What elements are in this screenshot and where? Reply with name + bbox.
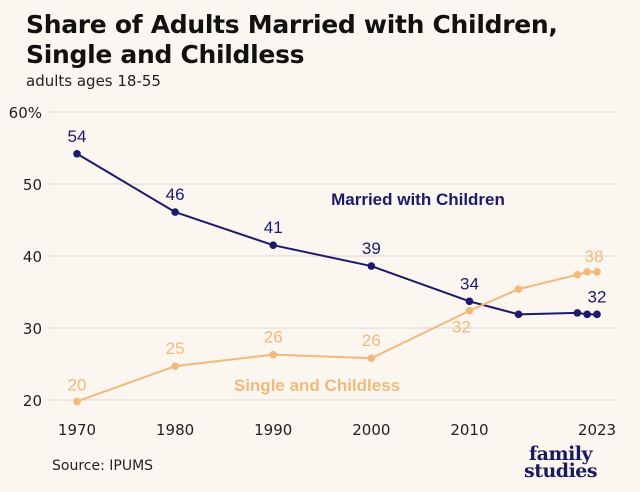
x-tick-label: 2023 <box>578 421 616 439</box>
single-childless-point <box>573 270 582 279</box>
source-note: Source: IPUMS <box>52 458 154 474</box>
x-tick-label: 2010 <box>450 421 488 439</box>
married-with-children-point <box>269 241 278 249</box>
gridlines <box>50 111 616 401</box>
y-tick-label: 40 <box>23 248 42 266</box>
logo-line-2: studies <box>524 460 598 482</box>
single-childless-data-label: 20 <box>68 375 87 394</box>
single-childless-data-label: 38 <box>585 247 604 266</box>
married-with-children-point <box>171 208 179 216</box>
married-with-children-point <box>465 297 474 306</box>
family-studies-logo: family studies <box>524 443 598 482</box>
data-labels: 54 46 41 39 34 32 20 25 26 26 32 38 <box>68 127 607 395</box>
single-childless-point <box>73 397 81 406</box>
married-with-children-data-label: 32 <box>588 287 607 306</box>
x-tick-label: 1990 <box>254 421 292 439</box>
y-tick-label: 50 <box>23 176 42 194</box>
single-childless-point <box>269 350 278 359</box>
y-tick-label: 60% <box>9 104 42 122</box>
x-tick-label: 2000 <box>352 421 390 439</box>
y-tick-label: 30 <box>23 320 42 338</box>
chart-subtitle: adults ages 18-55 <box>26 72 161 90</box>
single-childless-point <box>367 354 376 363</box>
single-childless-data-label: 26 <box>264 328 283 347</box>
married-with-children-point <box>573 309 582 317</box>
series-points <box>73 149 601 406</box>
married-with-children-point <box>593 310 601 319</box>
married-with-children-point <box>583 310 591 319</box>
married-with-children-point <box>73 149 81 158</box>
logo-line-1: family <box>529 443 593 465</box>
married-with-children-data-label: 34 <box>460 274 479 293</box>
series-labels: Married with Children Single and Childles… <box>234 190 505 395</box>
x-tick-label: 1980 <box>156 421 194 439</box>
married-with-children-data-label: 46 <box>166 185 185 204</box>
single-childless-data-label: 25 <box>166 339 185 358</box>
single-childless-point <box>583 268 591 276</box>
single-childless-point <box>465 306 474 315</box>
married-with-children-data-label: 41 <box>264 218 283 237</box>
x-axis-ticks: 1970 1980 1990 2000 2010 2023 <box>58 421 616 439</box>
y-axis-ticks: 20 30 40 50 60% <box>9 104 42 410</box>
single-childless-point <box>593 268 601 276</box>
married-with-children-data-label: 39 <box>362 239 381 258</box>
single-childless-data-label: 32 <box>452 318 471 337</box>
single-childless-series-label: Single and Childless <box>234 376 400 395</box>
y-tick-label: 20 <box>23 392 42 410</box>
married-with-children-series-label: Married with Children <box>331 190 505 209</box>
single-childless-point <box>514 285 523 293</box>
married-with-children-point <box>514 310 523 319</box>
single-childless-point <box>171 362 179 370</box>
x-tick-label: 1970 <box>58 421 96 439</box>
married-with-children-data-label: 54 <box>68 127 87 146</box>
chart-title: Share of Adults Married with Children, S… <box>26 10 558 69</box>
married-with-children-point <box>367 262 376 270</box>
single-childless-data-label: 26 <box>362 331 381 350</box>
